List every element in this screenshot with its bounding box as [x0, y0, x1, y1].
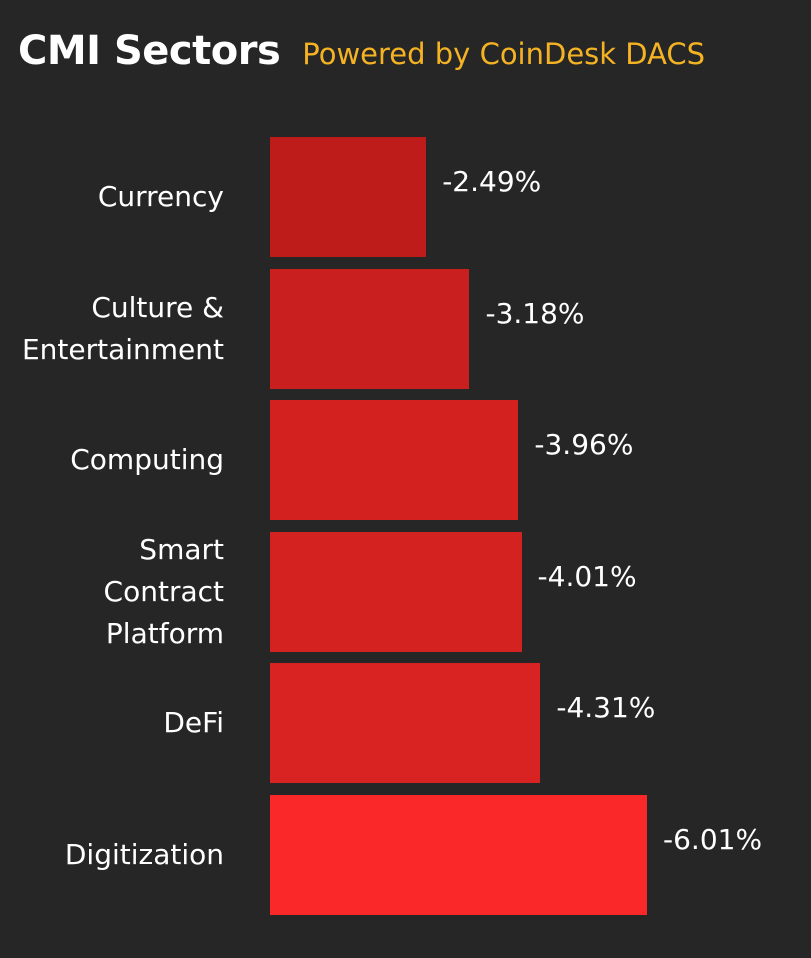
category-label-3: Computing	[70, 439, 224, 481]
category-label-line: Entertainment	[21, 332, 224, 366]
chart-title: CMI Sectors	[18, 28, 281, 74]
category-label-4: Smart Contract Platform	[104, 529, 224, 655]
value-label-1: -2.49%	[442, 165, 542, 198]
category-label-line: Digitization	[64, 837, 224, 871]
category-label-2: Culture & Entertainment	[22, 287, 224, 371]
category-label-1: Currency	[98, 176, 224, 218]
category-label-6: Digitization	[65, 834, 224, 876]
category-label-line: Contract	[103, 574, 224, 608]
category-label-line: Smart	[139, 532, 224, 566]
bar-1	[270, 137, 427, 257]
value-label-6: -6.01%	[663, 822, 763, 856]
value-label-5: -4.31%	[556, 691, 656, 724]
value-label-4: -4.01%	[537, 559, 637, 593]
category-label-line: DeFi	[163, 706, 224, 739]
category-label-line: Currency	[97, 180, 224, 213]
category-label-line: Computing	[70, 443, 224, 476]
category-label-line: Culture &	[91, 290, 224, 324]
category-label-5: DeFi	[163, 702, 224, 744]
value-label-3: -3.96%	[534, 428, 634, 461]
bar-5	[270, 663, 541, 783]
bar-4	[270, 531, 522, 652]
bar-2	[270, 268, 470, 389]
bar-6	[270, 794, 647, 915]
chart-header: CMI Sectors Powered by CoinDesk DACS	[18, 28, 705, 74]
bar-3	[270, 400, 519, 520]
chart-subtitle: Powered by CoinDesk DACS	[302, 37, 706, 71]
value-label-2: -3.18%	[485, 296, 585, 330]
category-label-line: Platform	[105, 616, 224, 650]
